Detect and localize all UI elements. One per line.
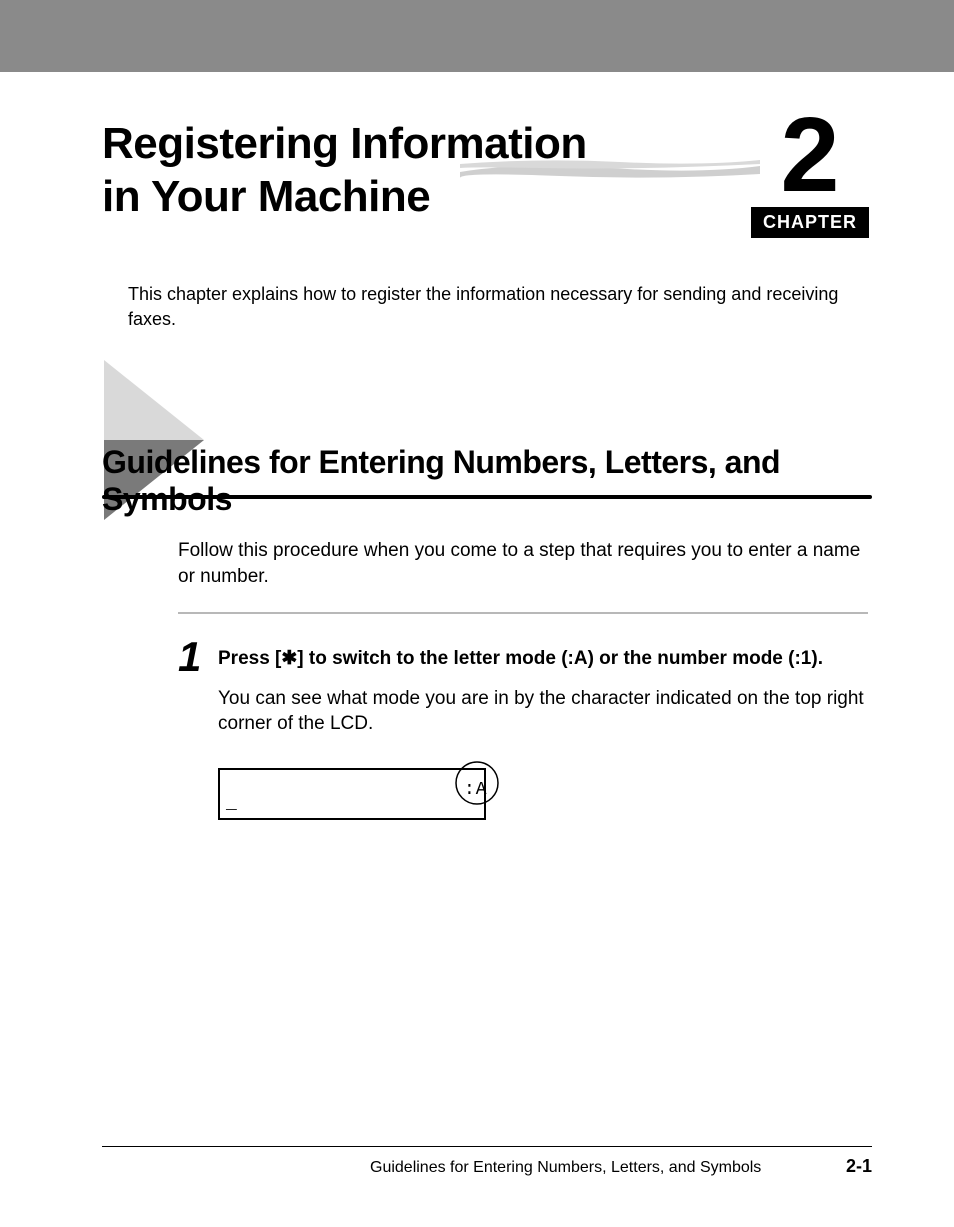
section-title: Guidelines for Entering Numbers, Letters… [102, 444, 872, 518]
chapter-number: 2 [750, 108, 870, 203]
footer-rule [102, 1146, 872, 1147]
step-number: 1 [178, 636, 201, 678]
section-rule [102, 495, 872, 499]
lcd-mode-indicator: :A [464, 780, 488, 800]
footer-page-number: 2-1 [846, 1156, 872, 1177]
header-bar [0, 0, 954, 72]
chapter-intro: This chapter explains how to register th… [128, 282, 848, 332]
chapter-title-line1: Registering Information [102, 119, 587, 168]
chapter-label: CHAPTER [751, 207, 869, 238]
chapter-title-line2: in Your Machine [102, 172, 430, 221]
star-key-icon: ✱ [281, 648, 297, 669]
step-heading-post: ] to switch to the letter mode (:A) or t… [297, 648, 823, 669]
step-divider [178, 612, 868, 614]
footer-running-head: Guidelines for Entering Numbers, Letters… [370, 1159, 761, 1177]
lcd-display: _ [218, 768, 486, 820]
step-1: 1 Press [✱] to switch to the letter mode… [178, 636, 868, 737]
step-heading: Press [✱] to switch to the letter mode (… [218, 636, 868, 672]
chapter-badge: 2 CHAPTER [750, 108, 870, 238]
lcd-cursor: _ [226, 794, 237, 814]
chapter-title: Registering Information in Your Machine [102, 118, 742, 224]
section-intro: Follow this procedure when you come to a… [178, 538, 868, 589]
step-heading-pre: Press [ [218, 648, 281, 669]
step-body: You can see what mode you are in by the … [218, 686, 868, 737]
